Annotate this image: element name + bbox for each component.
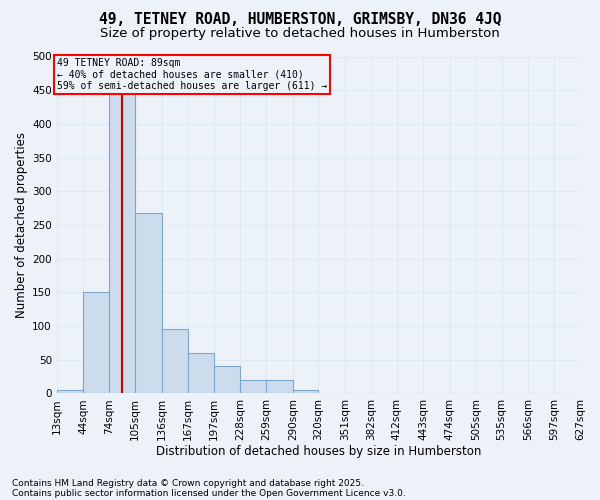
Text: Contains HM Land Registry data © Crown copyright and database right 2025.: Contains HM Land Registry data © Crown c… bbox=[12, 478, 364, 488]
Text: Contains public sector information licensed under the Open Government Licence v3: Contains public sector information licen… bbox=[12, 488, 406, 498]
Bar bbox=[293, 390, 319, 394]
Bar bbox=[240, 380, 266, 394]
Text: 49 TETNEY ROAD: 89sqm
← 40% of detached houses are smaller (410)
59% of semi-det: 49 TETNEY ROAD: 89sqm ← 40% of detached … bbox=[57, 58, 328, 91]
Bar bbox=[161, 330, 188, 394]
Text: 49, TETNEY ROAD, HUMBERSTON, GRIMSBY, DN36 4JQ: 49, TETNEY ROAD, HUMBERSTON, GRIMSBY, DN… bbox=[99, 12, 501, 28]
Y-axis label: Number of detached properties: Number of detached properties bbox=[15, 132, 28, 318]
X-axis label: Distribution of detached houses by size in Humberston: Distribution of detached houses by size … bbox=[156, 444, 481, 458]
Bar bbox=[57, 390, 83, 394]
Text: Size of property relative to detached houses in Humberston: Size of property relative to detached ho… bbox=[100, 28, 500, 40]
Bar bbox=[214, 366, 240, 394]
Bar bbox=[109, 84, 135, 394]
Bar bbox=[188, 353, 214, 394]
Bar bbox=[135, 213, 161, 394]
Bar bbox=[83, 292, 109, 394]
Bar bbox=[266, 380, 293, 394]
